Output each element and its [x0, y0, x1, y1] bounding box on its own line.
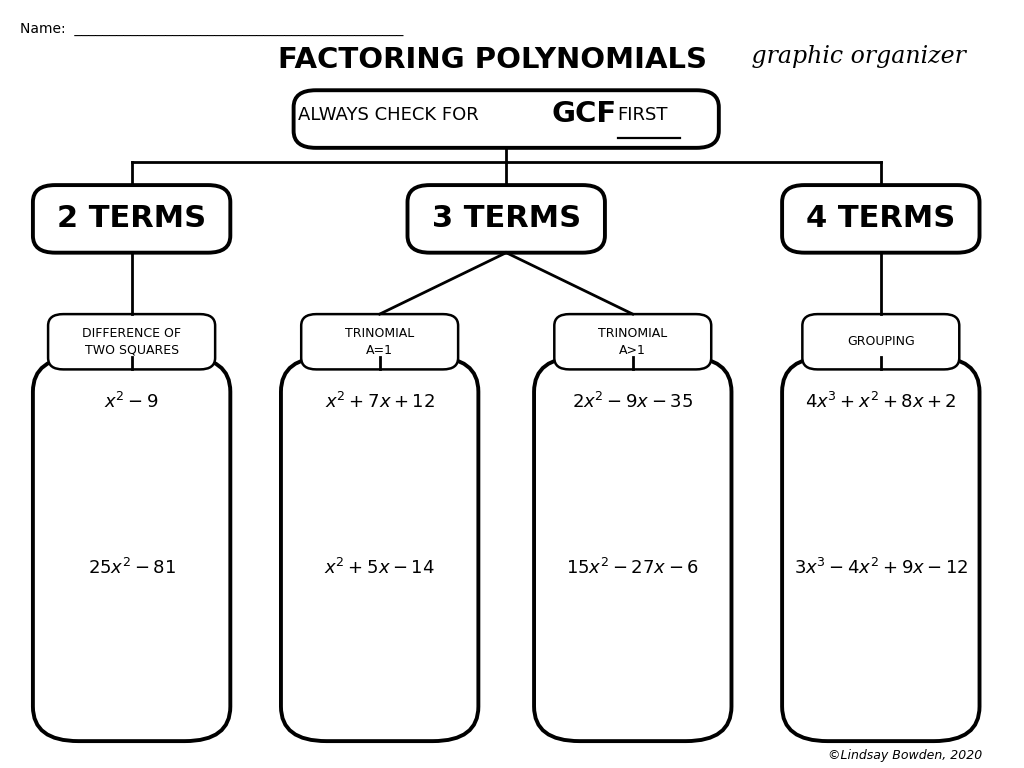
Text: Name:  _______________________________________________: Name: __________________________________… [20, 22, 403, 35]
FancyBboxPatch shape [294, 91, 719, 148]
FancyBboxPatch shape [803, 314, 959, 369]
Text: $x^2 + 7x + 12$: $x^2 + 7x + 12$ [325, 392, 434, 412]
FancyBboxPatch shape [782, 185, 980, 253]
FancyBboxPatch shape [782, 357, 980, 741]
FancyBboxPatch shape [281, 357, 478, 741]
FancyBboxPatch shape [48, 314, 215, 369]
Text: 3 TERMS: 3 TERMS [432, 204, 581, 233]
Text: $15x^2 - 27x - 6$: $15x^2 - 27x - 6$ [566, 558, 699, 578]
FancyBboxPatch shape [554, 314, 712, 369]
FancyBboxPatch shape [301, 314, 458, 369]
Text: $3x^3 - 4x^2 + 9x - 12$: $3x^3 - 4x^2 + 9x - 12$ [794, 558, 968, 578]
Text: $x^2 - 9$: $x^2 - 9$ [104, 392, 159, 412]
Text: GROUPING: GROUPING [847, 336, 914, 348]
Text: $25x^2 - 81$: $25x^2 - 81$ [87, 558, 176, 578]
Text: 4 TERMS: 4 TERMS [806, 204, 955, 233]
FancyBboxPatch shape [535, 357, 731, 741]
Text: TRINOMIAL
A>1: TRINOMIAL A>1 [598, 326, 668, 357]
Text: GCF: GCF [552, 101, 617, 128]
Text: $x^2 + 5x - 14$: $x^2 + 5x - 14$ [325, 558, 435, 578]
Text: graphic organizer: graphic organizer [744, 45, 966, 68]
FancyBboxPatch shape [408, 185, 605, 253]
FancyBboxPatch shape [33, 185, 230, 253]
Text: DIFFERENCE OF
TWO SQUARES: DIFFERENCE OF TWO SQUARES [82, 326, 181, 357]
Text: FACTORING POLYNOMIALS: FACTORING POLYNOMIALS [279, 46, 708, 74]
Text: $4x^3 + x^2 + 8x + 2$: $4x^3 + x^2 + 8x + 2$ [805, 392, 956, 412]
Text: ©Lindsay Bowden, 2020: ©Lindsay Bowden, 2020 [827, 749, 982, 762]
Text: ALWAYS CHECK FOR: ALWAYS CHECK FOR [298, 106, 484, 124]
Text: FIRST: FIRST [617, 106, 668, 124]
Text: 2 TERMS: 2 TERMS [57, 204, 206, 233]
Text: $2x^2 - 9x - 35$: $2x^2 - 9x - 35$ [572, 392, 693, 412]
Text: TRINOMIAL
A=1: TRINOMIAL A=1 [345, 326, 415, 357]
FancyBboxPatch shape [33, 357, 230, 741]
